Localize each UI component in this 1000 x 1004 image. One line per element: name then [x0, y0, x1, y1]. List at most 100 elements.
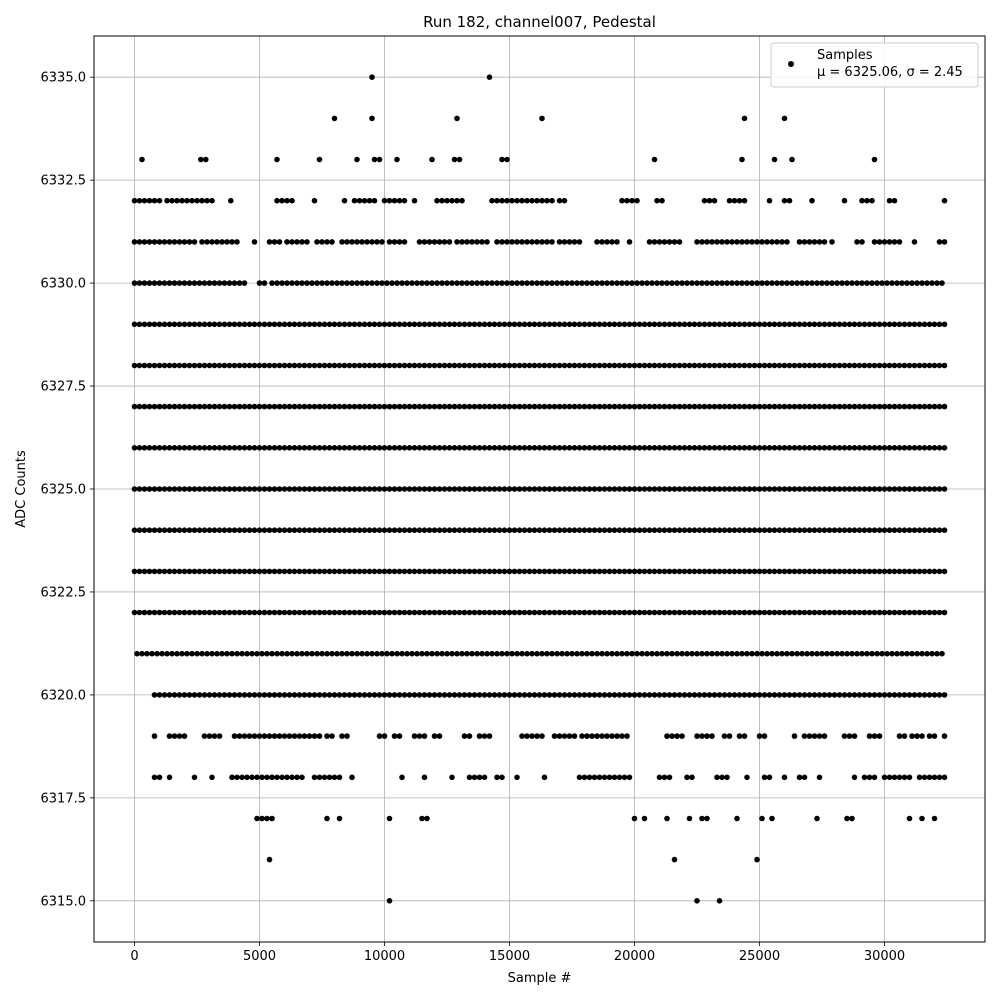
- data-point: [681, 568, 688, 575]
- data-point: [289, 239, 295, 245]
- data-point: [316, 692, 323, 698]
- data-point: [266, 362, 273, 369]
- data-point: [916, 774, 923, 781]
- data-point: [286, 321, 293, 328]
- data-point: [876, 321, 883, 328]
- data-point: [801, 445, 808, 451]
- data-point: [501, 321, 508, 328]
- data-point: [221, 321, 228, 328]
- data-point: [256, 403, 263, 410]
- data-point: [684, 280, 690, 286]
- data-point: [166, 445, 173, 451]
- data-point: [876, 239, 883, 245]
- data-point: [466, 321, 473, 328]
- data-point: [726, 486, 733, 492]
- data-point: [606, 403, 613, 410]
- data-point: [326, 362, 333, 369]
- data-point: [311, 197, 318, 204]
- data-point: [549, 197, 555, 204]
- data-point: [606, 774, 613, 781]
- data-point: [734, 650, 740, 657]
- data-point: [906, 609, 913, 616]
- data-point: [916, 403, 923, 410]
- data-point: [229, 774, 235, 781]
- data-point: [656, 445, 663, 451]
- data-point: [856, 527, 863, 533]
- data-point: [734, 239, 740, 245]
- data-point: [151, 486, 158, 492]
- data-point: [556, 733, 563, 739]
- data-point: [144, 650, 150, 657]
- data-point: [161, 403, 168, 410]
- data-point: [236, 527, 243, 533]
- data-point: [366, 568, 373, 575]
- data-point: [596, 403, 603, 410]
- data-point: [156, 774, 163, 781]
- data-point: [761, 403, 768, 410]
- data-point: [341, 692, 348, 698]
- data-point: [641, 445, 648, 451]
- data-point: [661, 609, 668, 616]
- data-point: [601, 527, 608, 533]
- data-point: [421, 733, 428, 739]
- data-point: [631, 321, 638, 328]
- data-point: [664, 815, 670, 822]
- data-point: [936, 321, 943, 328]
- data-point: [296, 609, 303, 616]
- data-point: [461, 362, 468, 369]
- data-point: [831, 568, 838, 575]
- data-point: [371, 321, 378, 328]
- data-point: [931, 527, 938, 533]
- data-point: [846, 321, 853, 328]
- data-point: [514, 280, 520, 286]
- data-point: [871, 527, 878, 533]
- data-point: [654, 280, 660, 286]
- data-point: [626, 239, 633, 245]
- data-point: [361, 609, 368, 616]
- data-point: [369, 239, 375, 245]
- data-point: [281, 362, 288, 369]
- data-point: [151, 774, 158, 781]
- data-point: [231, 527, 238, 533]
- data-point: [161, 486, 168, 492]
- data-point: [491, 403, 498, 410]
- data-point: [646, 527, 653, 533]
- data-point: [831, 486, 838, 492]
- data-point: [236, 692, 243, 698]
- data-point: [926, 774, 933, 781]
- data-point: [616, 321, 623, 328]
- data-point: [604, 239, 610, 245]
- data-point: [359, 650, 365, 657]
- data-point: [441, 692, 448, 698]
- data-point: [361, 445, 368, 451]
- data-point: [491, 692, 498, 698]
- data-point: [731, 609, 738, 616]
- data-point: [141, 403, 148, 410]
- data-point: [346, 692, 353, 698]
- data-point: [886, 486, 893, 492]
- data-point: [814, 280, 820, 286]
- data-point: [421, 321, 428, 328]
- data-point: [866, 527, 873, 533]
- data-point: [471, 692, 478, 698]
- data-point: [481, 445, 488, 451]
- data-point: [201, 403, 208, 410]
- data-point: [529, 239, 535, 245]
- data-point: [421, 527, 428, 533]
- data-point: [336, 362, 343, 369]
- data-point: [181, 486, 188, 492]
- data-point: [896, 486, 903, 492]
- data-point: [539, 197, 545, 204]
- data-point: [206, 321, 213, 328]
- data-point: [846, 568, 853, 575]
- data-point: [896, 692, 903, 698]
- data-point: [686, 815, 693, 822]
- data-point: [936, 362, 943, 369]
- data-point: [421, 609, 428, 616]
- data-point: [771, 403, 778, 410]
- data-point: [776, 486, 783, 492]
- data-point: [626, 527, 633, 533]
- data-point: [614, 650, 620, 657]
- data-point: [786, 403, 793, 410]
